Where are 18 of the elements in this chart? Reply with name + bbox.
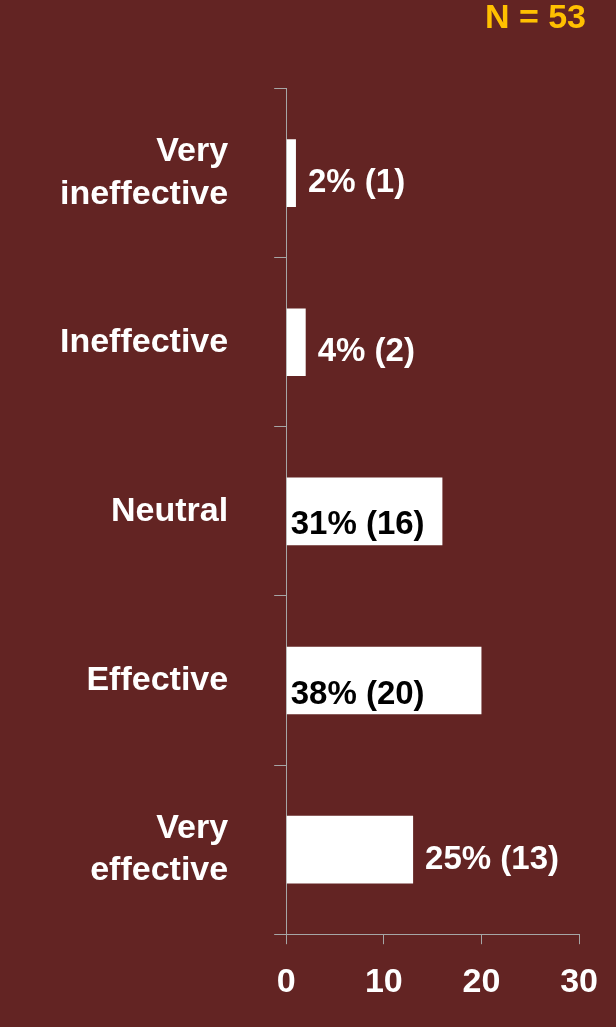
bar	[286, 815, 414, 884]
x-tick-label: 10	[364, 960, 403, 999]
data-label: 38% (20)	[290, 673, 425, 711]
bar	[286, 139, 296, 207]
y-tick-label: Very effective	[90, 806, 229, 888]
y-tick-label: Effective	[86, 658, 229, 697]
y-tick-label: Neutral	[111, 489, 229, 528]
x-tick-label: 20	[462, 960, 501, 999]
bar	[286, 308, 306, 377]
y-tick-label: Very ineffective	[59, 130, 229, 211]
y-tick-label: Ineffective	[59, 320, 229, 359]
data-label: 2% (1)	[307, 162, 406, 200]
data-label: 25% (13)	[425, 838, 560, 876]
text: N = 53	[484, 0, 586, 36]
x-tick-label: 0	[276, 960, 296, 999]
x-tick-label: 30	[560, 960, 598, 999]
data-label: 4% (2)	[317, 331, 415, 369]
data-label: 31% (16)	[290, 504, 425, 542]
